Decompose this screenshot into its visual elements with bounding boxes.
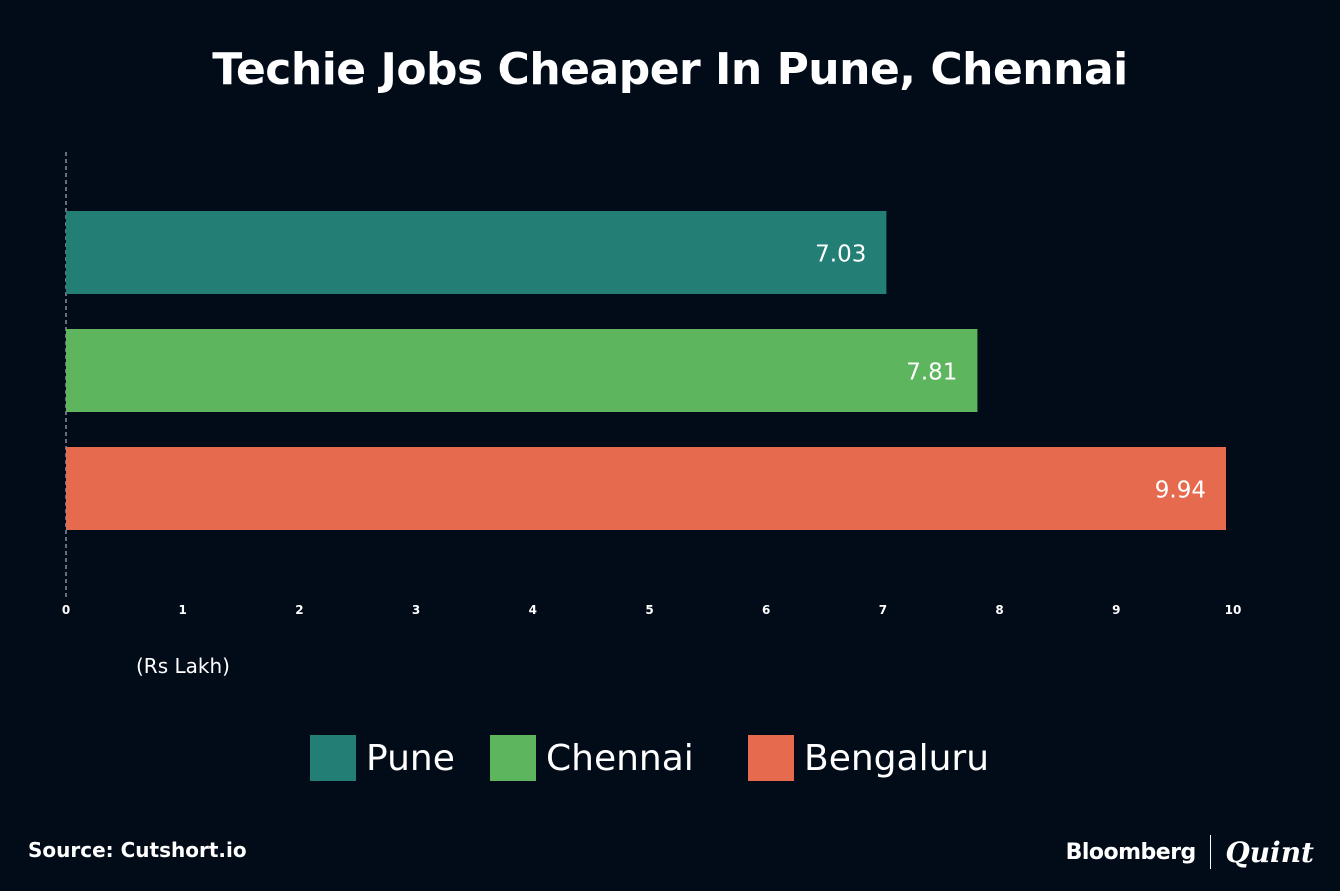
legend-item-chennai: Chennai (490, 732, 694, 784)
bars-layer: 7.03 7.81 9.94 (65, 152, 1226, 600)
legend-swatch-chennai (490, 735, 536, 781)
x-tick-label-5: 5 (645, 603, 653, 617)
x-tick-label-8: 8 (995, 603, 1003, 617)
data-label-chennai: 7.81 (906, 360, 957, 386)
brand-divider (1209, 835, 1212, 869)
x-tick-label-3: 3 (412, 603, 420, 617)
legend: Pune Chennai Bengaluru (0, 732, 1340, 784)
source-note: Source: Cutshort.io (28, 838, 247, 862)
x-tick-label-0: 0 (62, 603, 70, 617)
bar-pune (66, 211, 887, 294)
brand-quint: Quint (1225, 835, 1314, 869)
chart-title: Techie Jobs Cheaper In Pune, Chennai (212, 44, 1128, 95)
legend-item-bengaluru: Bengaluru (748, 732, 989, 784)
x-tick-label-7: 7 (879, 603, 887, 617)
data-label-pune: 7.03 (815, 242, 866, 268)
legend-swatch-pune (310, 735, 356, 781)
brand-bloomberg: Bloomberg (1065, 839, 1197, 865)
data-label-bengaluru: 9.94 (1155, 478, 1206, 504)
legend-label-bengaluru: Bengaluru (804, 737, 990, 779)
x-axis-unit-label: (Rs Lakh) (136, 654, 230, 678)
bar-chennai (66, 329, 978, 412)
x-tick-label-4: 4 (529, 603, 537, 617)
bar-bengaluru (66, 447, 1226, 530)
brand-logo: Bloomberg Quint (1066, 832, 1314, 872)
legend-item-pune: Pune (310, 732, 455, 784)
x-tick-label-10: 10 (1225, 603, 1242, 617)
x-tick-label-9: 9 (1112, 603, 1120, 617)
x-tick-label-1: 1 (179, 603, 187, 617)
legend-swatch-bengaluru (748, 735, 794, 781)
x-tick-label-2: 2 (295, 603, 303, 617)
legend-label-pune: Pune (366, 737, 455, 779)
x-axis-ticks: 0 1 2 3 4 5 6 7 8 9 10 (62, 603, 1242, 617)
x-tick-label-6: 6 (762, 603, 770, 617)
legend-label-chennai: Chennai (546, 737, 694, 779)
